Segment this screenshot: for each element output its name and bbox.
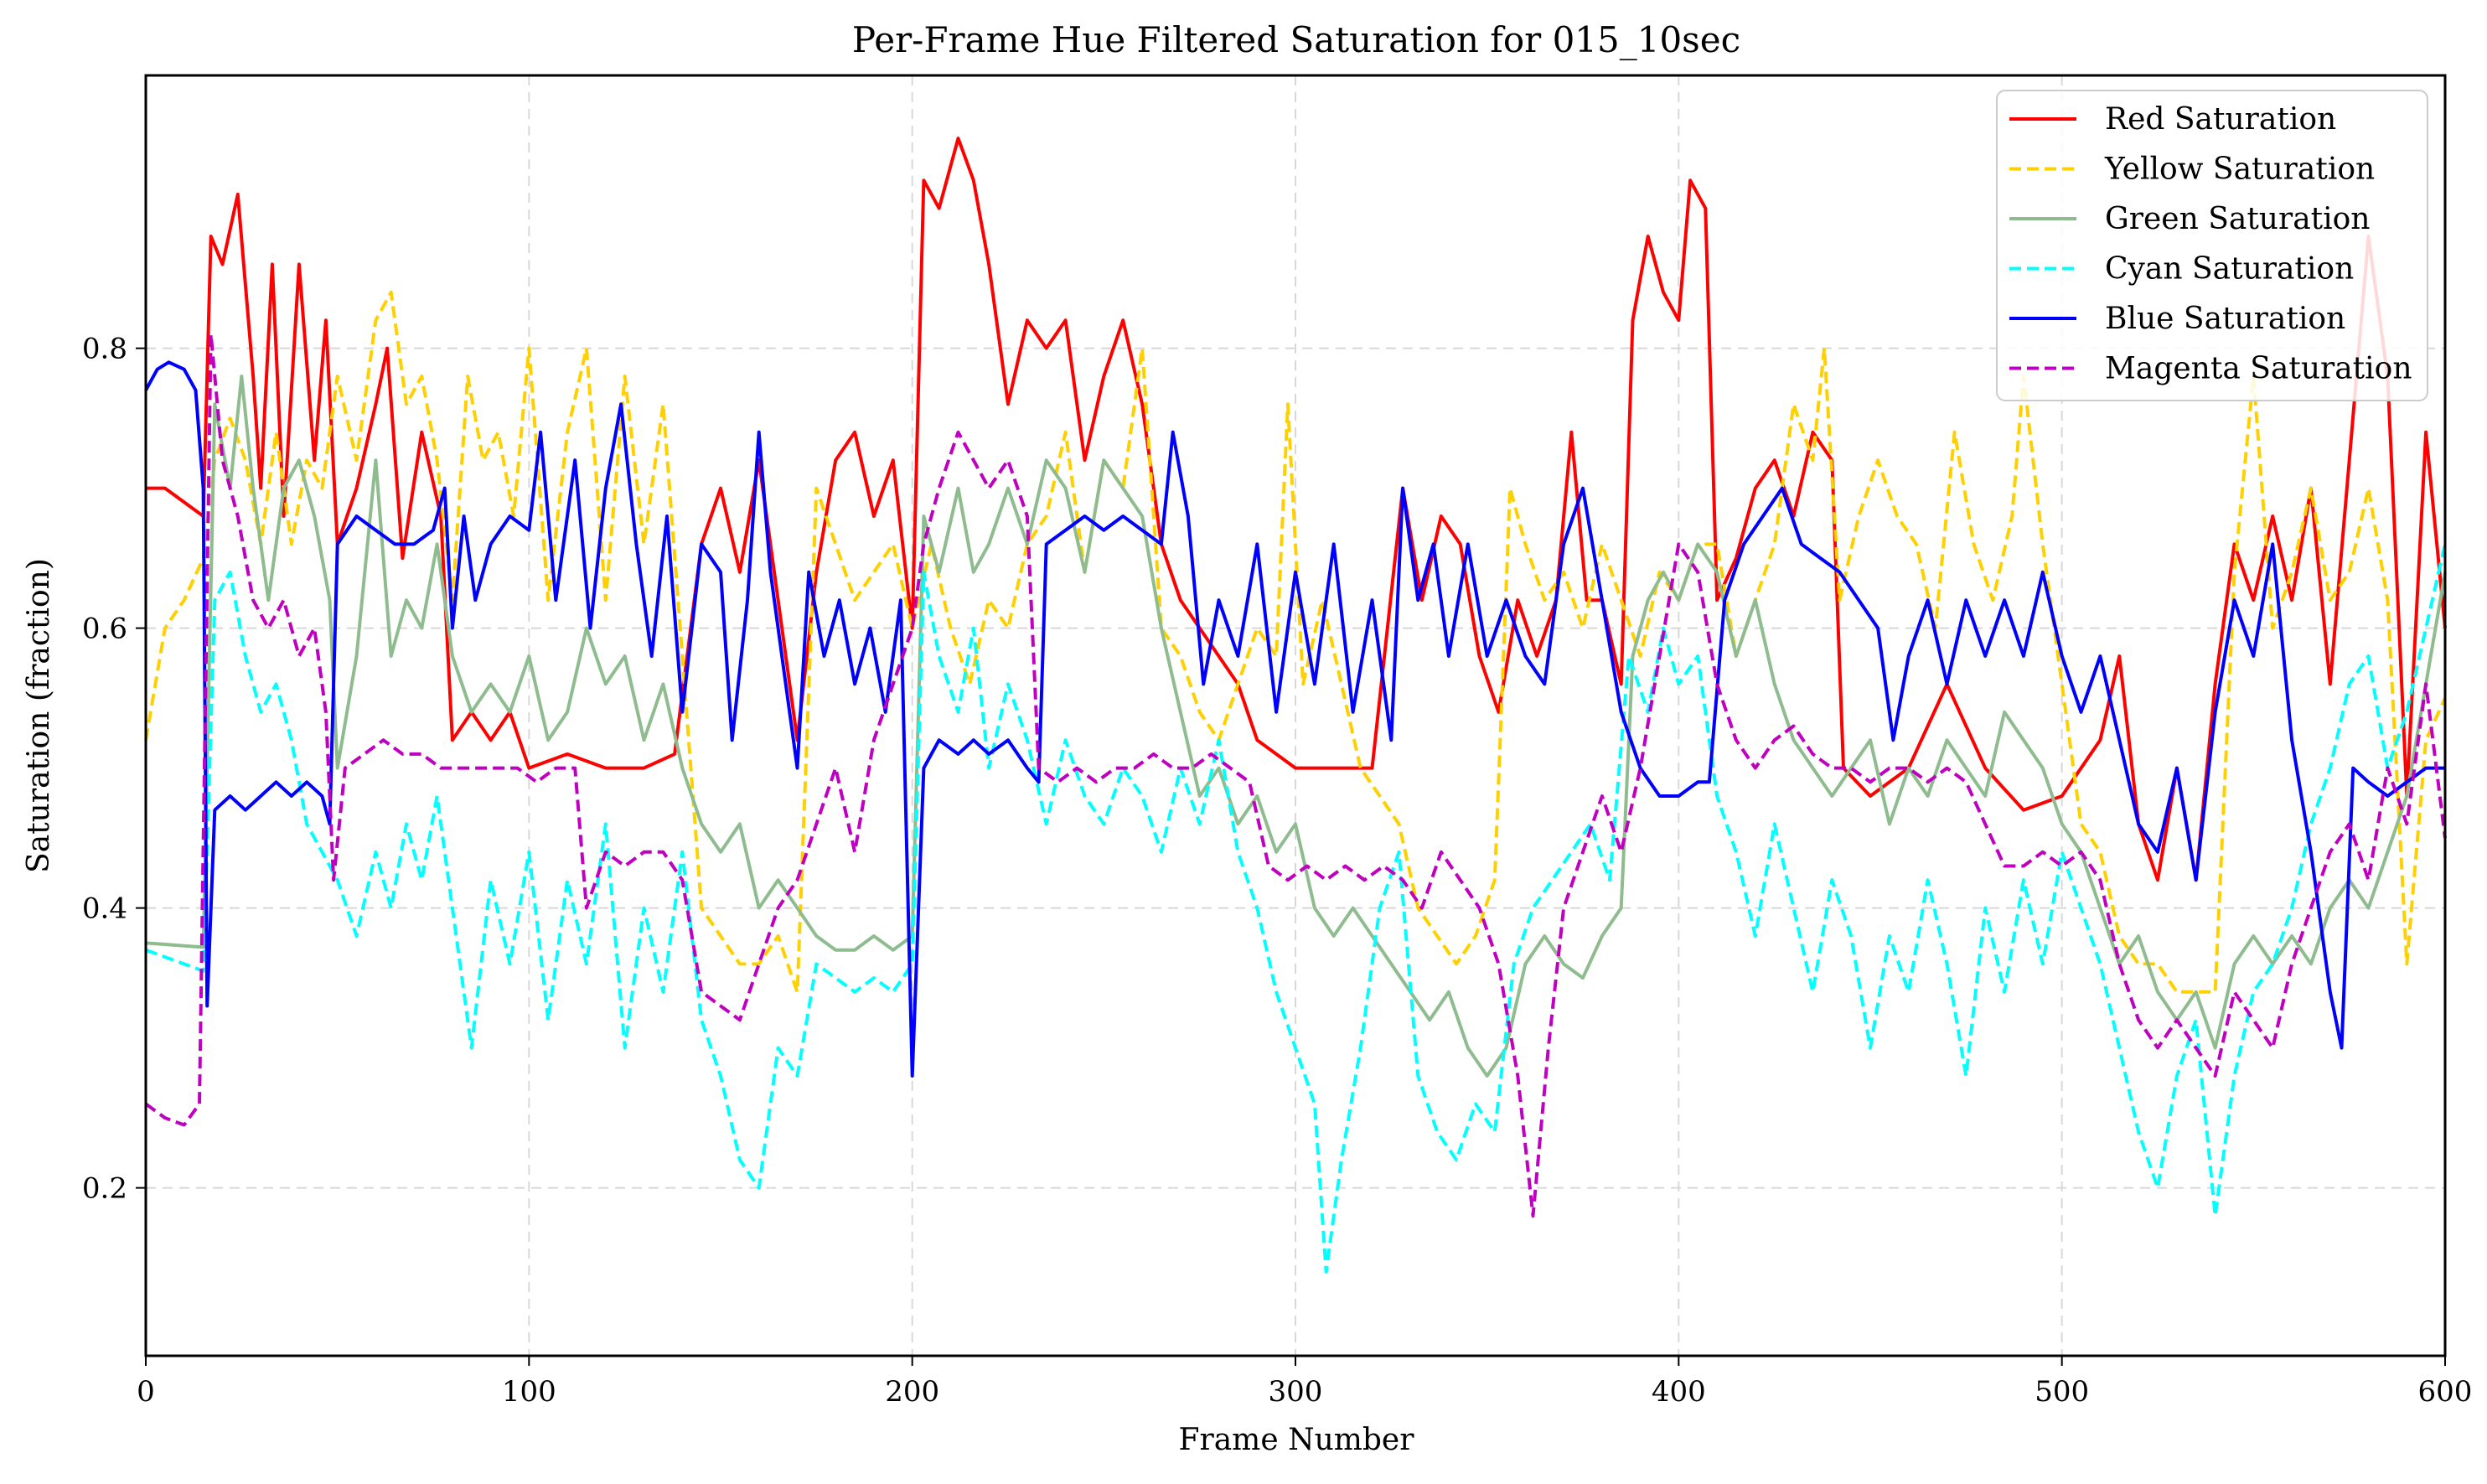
x-axis-label: Frame Number [1179, 1423, 1415, 1457]
x-tick-label: 0 [137, 1375, 155, 1409]
y-tick-label: 0.4 [82, 892, 127, 926]
legend-label-magenta-saturation: Magenta Saturation [2105, 352, 2412, 386]
x-tick-label: 200 [885, 1375, 939, 1409]
series-lines [144, 137, 2447, 1274]
series-line-cyan-saturation [145, 543, 2447, 1274]
x-tick-label: 400 [1652, 1375, 1706, 1409]
series-line-blue-saturation [144, 360, 2445, 1078]
x-tick-label: 600 [2418, 1375, 2473, 1409]
legend-label-blue-saturation: Blue Saturation [2105, 302, 2345, 336]
legend-label-yellow-saturation: Yellow Saturation [2104, 153, 2375, 187]
axis-ticks: 0 100 200 300 400 500 600 0.2 0.4 0.6 0.8 [82, 333, 2473, 1409]
y-axis-label: Saturation (fraction) [22, 558, 56, 873]
y-tick-label: 0.8 [82, 333, 127, 366]
legend-label-red-saturation: Red Saturation [2105, 102, 2336, 137]
series-line-magenta-saturation [144, 332, 2447, 1218]
y-tick-label: 0.2 [82, 1172, 127, 1206]
legend-label-green-saturation: Green Saturation [2105, 202, 2371, 236]
chart-title: Per-Frame Hue Filtered Saturation for 01… [852, 19, 1740, 60]
chart-legend: Red Saturation Yellow Saturation Green Sat… [1996, 90, 2428, 401]
y-tick-label: 0.6 [82, 613, 127, 646]
x-tick-label: 500 [2035, 1375, 2089, 1409]
series-line-green-saturation [145, 375, 2447, 1078]
x-tick-label: 300 [1269, 1375, 1323, 1409]
series-line-red-saturation [146, 137, 2447, 882]
grid-lines [146, 75, 2445, 1356]
x-tick-label: 100 [502, 1375, 556, 1409]
legend-label-cyan-saturation: Cyan Saturation [2105, 252, 2354, 287]
legend-box [1996, 90, 2428, 401]
